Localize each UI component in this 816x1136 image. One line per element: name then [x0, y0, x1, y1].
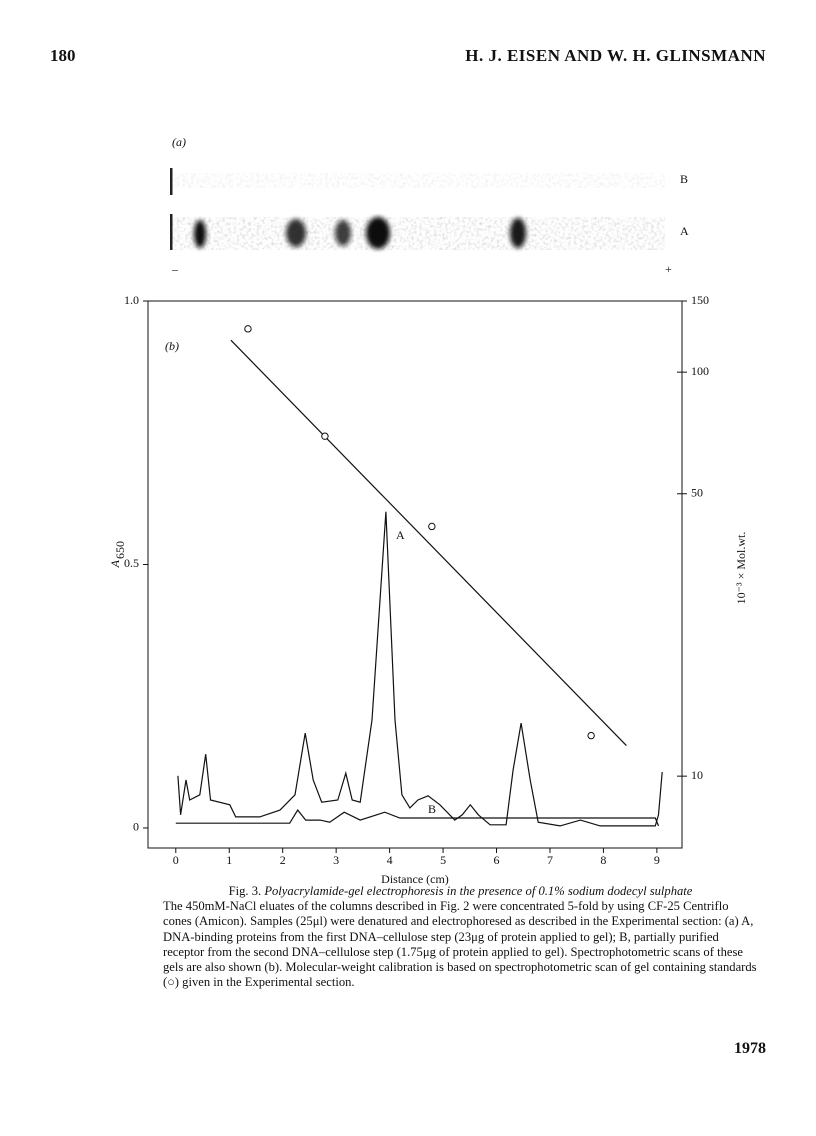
x-tick-label: 2 [280, 853, 286, 867]
x-tick-label: 5 [440, 853, 446, 867]
y-axis-label-subscript: 650 [113, 541, 127, 559]
panel-label: (b) [165, 339, 179, 353]
plot-frame [147, 300, 683, 849]
page-number: 180 [50, 46, 76, 65]
y2-tick-label: 150 [691, 293, 709, 307]
y-tick-label: 1.0 [124, 293, 139, 307]
caption-label: Fig. 3. [228, 884, 262, 898]
y-axis-label: A [108, 559, 122, 568]
caption-body: The 450mM-NaCl eluates of the columns de… [163, 899, 757, 990]
lane-label: A [680, 224, 689, 238]
trace [177, 511, 663, 827]
standard-point [321, 432, 329, 440]
x-tick-label: 4 [387, 853, 393, 867]
x-tick-label: 9 [654, 853, 660, 867]
caption-title: Polyacrylamide-gel electrophoresis in th… [264, 884, 693, 898]
trace [230, 339, 627, 747]
x-tick-label: 6 [494, 853, 500, 867]
electrode-label: – [171, 262, 179, 276]
electrode-label: + [665, 262, 672, 276]
y-tick-label: 0.5 [124, 556, 139, 570]
x-tick-label: 1 [226, 853, 232, 867]
series-label: A [396, 528, 405, 542]
x-tick-label: 7 [547, 853, 553, 867]
x-tick-label: 0 [173, 853, 179, 867]
x-tick-label: 3 [333, 853, 339, 867]
y2-axis-label: 10⁻³ × Mol.wt. [734, 532, 748, 605]
standard-point [428, 522, 436, 531]
panel-label: (a) [172, 135, 186, 149]
standard-point [587, 731, 595, 740]
y2-tick-label: 100 [691, 364, 709, 378]
x-axis-label: Distance (cm) [381, 872, 449, 886]
footer-code: 1978 [734, 1040, 766, 1057]
x-tick-label: 8 [600, 853, 606, 867]
y-tick-label: 0 [133, 820, 139, 834]
caption: Fig. 3. Polyacrylamide-gel electrophores… [163, 884, 758, 990]
gel-lane-a [170, 214, 665, 250]
y2-tick-label: 50 [691, 486, 703, 500]
trace [175, 809, 660, 827]
gel-lane-b [170, 168, 665, 195]
standard-point [244, 325, 252, 333]
running-head: H. J. EISEN AND W. H. GLINSMANN [465, 46, 766, 65]
lane-label: B [680, 172, 688, 186]
caption-title-line: Fig. 3. Polyacrylamide-gel electrophores… [163, 884, 758, 899]
y2-tick-label: 10 [691, 768, 703, 782]
series-label: B [428, 802, 436, 816]
